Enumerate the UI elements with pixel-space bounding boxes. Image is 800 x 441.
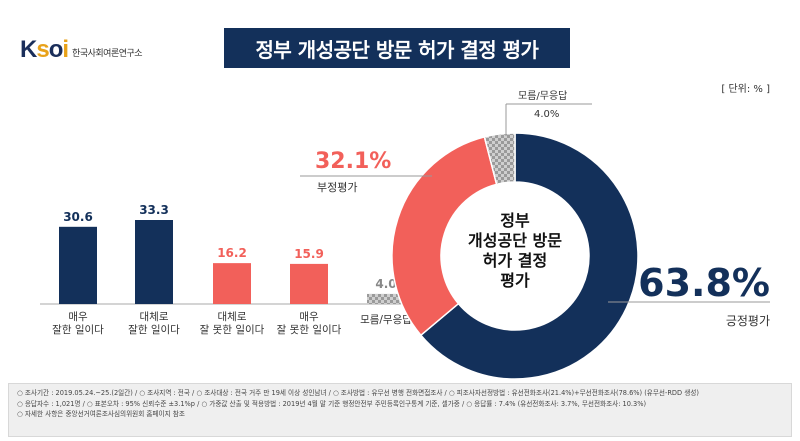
bar-매우-잘한-일이다 [59, 226, 97, 304]
bar-category-label: 대체로 [218, 311, 247, 323]
bar-category-label: 매우 [299, 311, 319, 323]
bar-category-label: 잘한 일이다 [128, 323, 180, 336]
bar-매우-잘-못한-일이다 [290, 263, 328, 304]
bar-category-label: 잘 못한 일이다 [277, 323, 342, 336]
bar-value-label: 15.9 [294, 247, 324, 261]
notes-line-1: ○ 조사기간 : 2019.05.24.~25.(2일간) / ○ 조사지역 :… [17, 389, 699, 397]
unit-label: [ 단위: % ] [721, 84, 770, 95]
positive-value-label: 63.8% [638, 261, 770, 305]
bar-category-label: 대체로 [140, 311, 169, 323]
bar-value-label: 30.6 [63, 210, 93, 224]
donut-slice-모름-무응답 [483, 132, 516, 186]
unknown-value-label: 4.0% [534, 109, 559, 120]
bar-대체로-잘-못한-일이다 [213, 263, 251, 304]
donut-center-label: 정부 [500, 211, 530, 230]
bar-대체로-잘한-일이다 [135, 220, 173, 304]
positive-name-label: 긍정평가 [726, 314, 770, 328]
chart-title: 정부 개성공단 방문 허가 결정 평가 [224, 28, 570, 68]
bar-모름-무응답 [367, 293, 405, 304]
notes-line-3: ○ 자세한 사항은 중앙선거여론조사심의위원회 홈페이지 참조 [17, 410, 185, 418]
donut-center-label: 개성공단 방문 [468, 231, 562, 250]
bar-category-label: 잘한 일이다 [52, 323, 104, 336]
bar-category-label: 모름/무응답 [360, 314, 412, 326]
donut-hole [442, 183, 588, 329]
bar-category-label: 매우 [68, 311, 88, 323]
notes-line-2: ○ 응답자수 : 1,021명 / ○ 표본오차 : 95% 신뢰수준 ±3.1… [17, 399, 647, 408]
bar-value-label: 33.3 [139, 203, 169, 217]
negative-value-label: 32.1% [315, 149, 391, 174]
bar-category-label: 잘 못한 일이다 [200, 323, 265, 336]
bar-value-label: 4.0 [375, 277, 396, 291]
donut-center-label: 평가 [500, 271, 530, 290]
donut-slice-부정평가 [391, 135, 498, 337]
bar-value-label: 16.2 [217, 246, 247, 260]
logo-subtitle: 한국사회여론연구소 [72, 49, 143, 59]
donut-slice-긍정평가 [419, 132, 639, 380]
logo-wordmark: Ksoi [20, 36, 69, 63]
negative-name-label: 부정평가 [317, 181, 357, 194]
ksoi-logo: Ksoi 한국사회여론연구소 [20, 36, 143, 63]
donut-center-label: 허가 결정 [483, 251, 547, 270]
survey-notes: ○ 조사기간 : 2019.05.24.~25.(2일간) / ○ 조사지역 :… [8, 383, 792, 437]
unknown-name-label: 모름/무응답 [518, 90, 567, 102]
